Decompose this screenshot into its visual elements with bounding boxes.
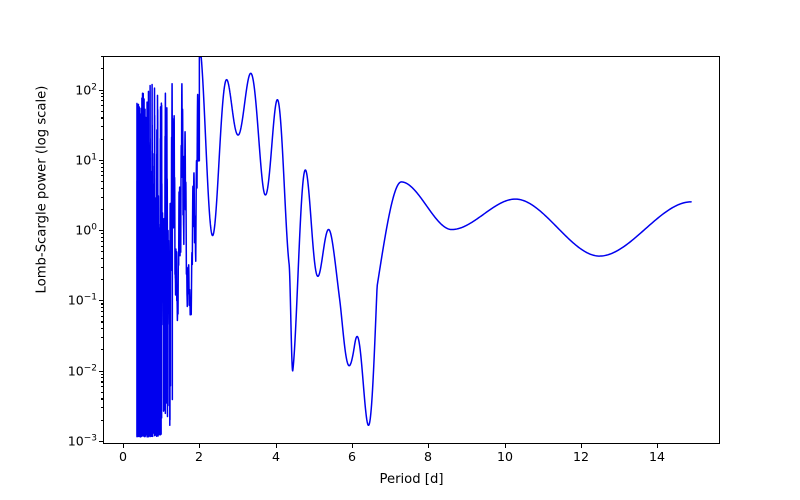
ytick-minor-mark xyxy=(100,236,103,238)
ytick-label--2: 10−2 xyxy=(67,362,97,379)
ytick-minor-mark xyxy=(100,162,103,165)
ytick-minor-mark xyxy=(100,100,103,102)
x-axis-label: Period [d] xyxy=(379,472,444,487)
ytick-minor-mark xyxy=(100,419,103,421)
series-line-lomb-scargle xyxy=(136,57,692,438)
plot-axes-frame xyxy=(103,56,720,444)
ytick-mark-2 xyxy=(99,89,103,91)
ytick-mark--2 xyxy=(99,370,103,372)
xtick-label-0: 0 xyxy=(118,449,128,464)
ytick-minor-mark xyxy=(100,391,103,393)
periodogram-curve xyxy=(136,57,692,438)
ytick-minor-mark xyxy=(100,138,103,140)
xtick-mark-10 xyxy=(505,444,507,448)
ytick-mark-1 xyxy=(99,159,103,161)
xtick-label-4: 4 xyxy=(271,449,281,464)
xtick-label-6: 6 xyxy=(347,449,357,464)
ytick-minor-mark xyxy=(100,92,103,94)
xtick-mark-2 xyxy=(199,444,201,448)
ytick-minor-mark xyxy=(100,373,103,375)
xtick-mark-14 xyxy=(657,444,659,448)
ytick-minor-mark xyxy=(100,175,103,177)
ytick-minor-mark xyxy=(100,117,103,119)
ytick-minor-mark xyxy=(100,196,103,198)
ytick-minor-mark xyxy=(100,96,103,98)
xtick-label-12: 12 xyxy=(572,449,590,464)
ytick-minor-mark xyxy=(100,170,103,172)
ytick-minor-mark xyxy=(100,328,103,330)
ytick-minor-mark xyxy=(100,349,103,351)
ytick-minor-mark xyxy=(100,56,103,58)
ytick-minor-mark xyxy=(100,105,103,107)
ytick-label--3: 10−3 xyxy=(67,433,97,449)
xtick-label-10: 10 xyxy=(496,449,514,464)
ytick-mark--3 xyxy=(99,440,103,442)
ytick-minor-mark xyxy=(100,386,103,388)
ytick-minor-mark xyxy=(100,381,103,383)
ytick-minor-mark xyxy=(100,180,103,182)
ytick-label-1: 101 xyxy=(75,152,97,168)
ytick-minor-mark xyxy=(100,321,103,323)
ytick-minor-mark xyxy=(100,126,103,128)
ytick-label--1: 10−1 xyxy=(67,292,97,308)
ytick-label-2: 102 xyxy=(75,81,97,98)
xtick-label-8: 8 xyxy=(423,449,433,464)
xtick-mark-4 xyxy=(276,444,278,448)
ytick-minor-mark xyxy=(100,110,103,112)
ytick-minor-mark xyxy=(100,311,103,313)
xtick-label-14: 14 xyxy=(648,449,666,464)
ytick-minor-mark xyxy=(100,377,103,379)
ytick-minor-mark xyxy=(100,245,103,247)
ytick-minor-mark xyxy=(100,398,103,400)
ytick-mark-0 xyxy=(99,230,103,232)
y-axis-label: Lomb-Scargle power (log scale) xyxy=(34,85,50,294)
ytick-minor-mark xyxy=(100,307,103,309)
ytick-minor-mark xyxy=(100,233,103,235)
xtick-label-2: 2 xyxy=(194,449,204,464)
xtick-mark-8 xyxy=(428,444,430,448)
ytick-minor-mark xyxy=(100,266,103,268)
ytick-minor-mark xyxy=(100,337,103,339)
ytick-minor-mark xyxy=(100,187,103,189)
ytick-minor-mark xyxy=(100,208,103,210)
ytick-minor-mark xyxy=(100,240,103,242)
xtick-mark-6 xyxy=(352,444,354,448)
ytick-label-0: 100 xyxy=(75,222,97,238)
xtick-mark-12 xyxy=(581,444,583,448)
ytick-minor-mark xyxy=(100,407,103,409)
ytick-minor-mark xyxy=(100,257,103,260)
ytick-minor-mark xyxy=(100,68,103,70)
ytick-minor-mark xyxy=(100,315,103,317)
xtick-mark-0 xyxy=(123,444,125,448)
ytick-minor-mark xyxy=(100,303,103,305)
ytick-mark--1 xyxy=(99,300,103,302)
ytick-minor-mark xyxy=(100,279,103,281)
ytick-minor-mark xyxy=(100,251,103,253)
ytick-minor-mark xyxy=(100,166,103,168)
